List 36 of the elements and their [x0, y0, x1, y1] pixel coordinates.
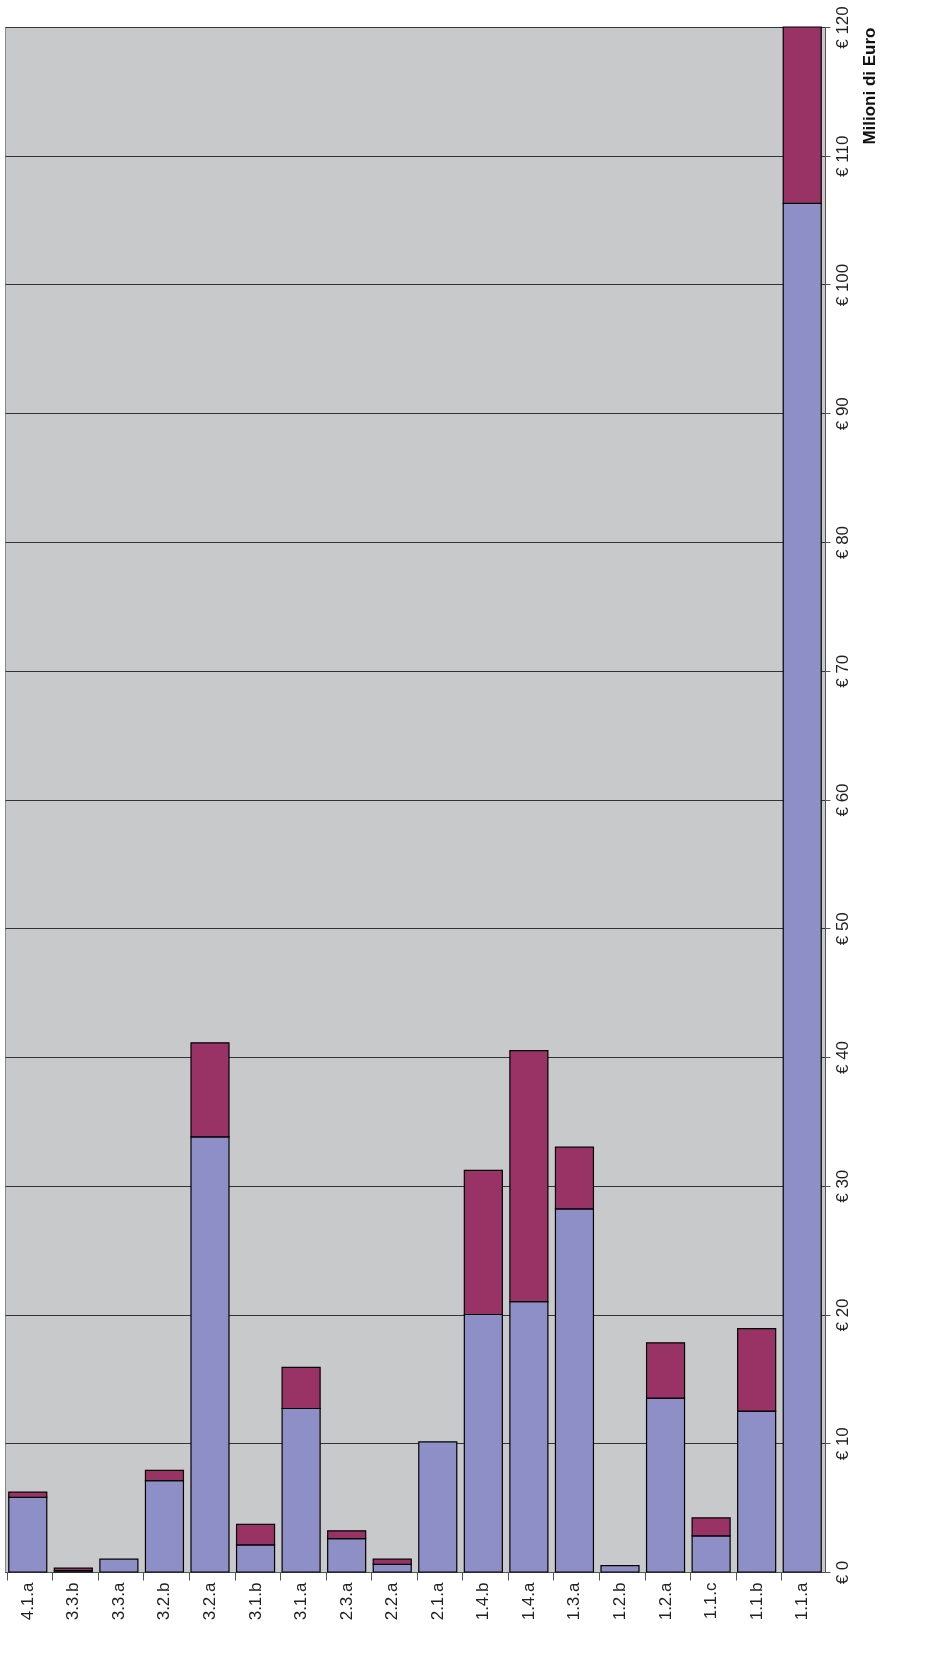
y-tick-label: € 80: [832, 525, 852, 560]
x-tick-label: 1.1.b: [746, 1582, 766, 1621]
y-tick-label: € 40: [832, 1040, 852, 1075]
y-axis-title: Milioni di Euro: [859, 27, 879, 145]
x-tick-label: 2.1.a: [427, 1581, 447, 1621]
bar: [8, 1496, 48, 1573]
x-tick-label: 3.3.a: [108, 1581, 128, 1621]
y-tick-label: € 110: [832, 135, 852, 177]
x-tick-label: 1.1.a: [792, 1581, 812, 1621]
x-tick-label: 3.2.a: [200, 1581, 219, 1621]
x-tick-label: 1.1.c: [701, 1582, 721, 1620]
y-tick-label: € 30: [832, 1169, 852, 1203]
x-tick-label: 1.4.b: [473, 1582, 493, 1621]
y-tick-label: € 20: [832, 1298, 852, 1332]
y-tick-label: € 60: [832, 783, 852, 817]
y-tick-label: € 100: [832, 263, 852, 307]
x-tick-label: 3.3.b: [63, 1582, 83, 1621]
x-tick-label: 3.1.a: [291, 1581, 311, 1621]
x-tick-label: 1.3.a: [564, 1581, 584, 1621]
bar: [600, 1564, 640, 1573]
y-tick-label: € 0: [832, 1560, 852, 1585]
x-tick-label: 1.4.a: [518, 1581, 538, 1621]
y-tick-label: € 70: [832, 654, 852, 688]
x-tick-label: 1.2.b: [610, 1582, 629, 1621]
x-tick-label: 3.2.b: [154, 1582, 174, 1621]
x-tick-label: 2.3.a: [336, 1581, 356, 1621]
y-tick-label: € 90: [832, 397, 852, 431]
x-tick-label: 3.1.b: [245, 1582, 265, 1621]
y-tick-label: € 50: [832, 912, 852, 946]
bar: [418, 1441, 458, 1573]
bar: [99, 1558, 139, 1573]
y-tick-label: € 120: [832, 6, 852, 49]
x-tick-label: 2.2.a: [382, 1581, 402, 1621]
y-tick-label: € 10: [832, 1427, 852, 1461]
x-tick-label: 4.1.a: [17, 1581, 37, 1621]
x-tick-label: 1.2.a: [655, 1581, 675, 1621]
